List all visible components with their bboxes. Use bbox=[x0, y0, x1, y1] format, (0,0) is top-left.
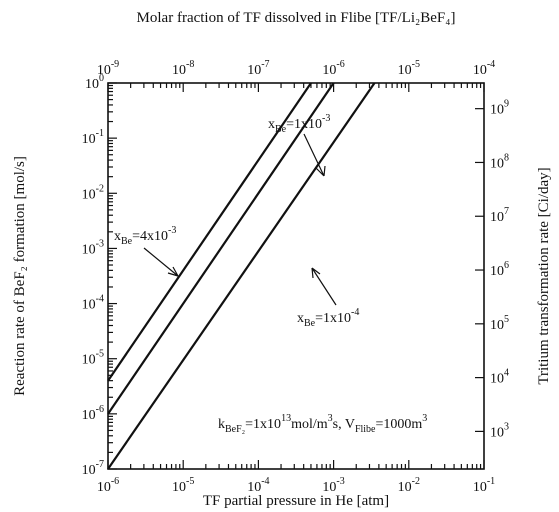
y-tick-label: 10-3 bbox=[82, 238, 104, 257]
annotation-xbe-1e-3: xBe=1x10-3 bbox=[268, 113, 330, 135]
y-tick-label: 100 bbox=[85, 73, 104, 92]
x-tick-label: 10-6 bbox=[97, 476, 119, 495]
y-tick-label: 10-6 bbox=[82, 404, 104, 423]
top-tick-label: 10-5 bbox=[398, 59, 420, 78]
arrow-xbe-4e-3 bbox=[143, 247, 179, 277]
top-tick-label: 10-9 bbox=[97, 59, 119, 78]
right-tick-label: 103 bbox=[490, 421, 509, 440]
x-tick-label: 10-2 bbox=[398, 476, 420, 495]
annotation-xbe-4e-3: xBe=4x10-3 bbox=[114, 225, 176, 247]
x-tick-label: 10-4 bbox=[247, 476, 269, 495]
y-tick-label: 10-7 bbox=[82, 459, 104, 478]
right-tick-label: 104 bbox=[490, 368, 509, 387]
right-tick-label: 107 bbox=[490, 206, 509, 225]
right-tick-label: 105 bbox=[490, 314, 509, 333]
y-axis-title: Reaction rate of BeF₂ formation [mol/s] bbox=[12, 156, 28, 396]
series-line-3 bbox=[107, 82, 376, 470]
x-axis-title: TF partial pressure in He [atm] bbox=[203, 493, 389, 509]
x-tick-label: 10-1 bbox=[473, 476, 495, 495]
y-tick-label: 10-4 bbox=[82, 294, 104, 313]
top-tick-label: 10-8 bbox=[172, 59, 194, 78]
top-axis-title: Molar fraction of TF dissolved in Flibe … bbox=[137, 10, 456, 26]
x-tick-label: 10-3 bbox=[322, 476, 344, 495]
x-tick-label: 10-5 bbox=[172, 476, 194, 495]
series-line-2 bbox=[107, 82, 335, 415]
series-line-1 bbox=[107, 82, 312, 382]
tick-labels: 10-6 10-5 10-4 10-3 10-2 10-110-9 10-8 10-7 10-6… bbox=[82, 59, 509, 495]
right-tick-label: 109 bbox=[490, 99, 509, 118]
right-tick-label: 106 bbox=[490, 260, 509, 279]
right-axis-title: Tritium transformation rate [Ci/day] bbox=[536, 167, 552, 384]
y-tick-label: 10-2 bbox=[82, 183, 104, 202]
top-tick-label: 10-4 bbox=[473, 59, 495, 78]
tick-marks bbox=[107, 82, 485, 470]
right-tick-label: 108 bbox=[490, 152, 509, 171]
plot-frame bbox=[107, 82, 485, 470]
y-tick-label: 10-5 bbox=[82, 349, 104, 368]
top-tick-label: 10-6 bbox=[322, 59, 344, 78]
series-lines bbox=[107, 82, 376, 470]
top-tick-label: 10-7 bbox=[247, 59, 269, 78]
annotation-xbe-1e-4: xBe=1x10-4 bbox=[297, 307, 359, 329]
annotation-parameters: kBeF₂=1x1013mol/m3s, VFlibe=1000m3 bbox=[218, 413, 427, 435]
arrow-xbe-1e-4 bbox=[311, 267, 337, 306]
y-tick-label: 10-1 bbox=[82, 128, 104, 147]
arrow-xbe-1e-3 bbox=[303, 133, 326, 177]
